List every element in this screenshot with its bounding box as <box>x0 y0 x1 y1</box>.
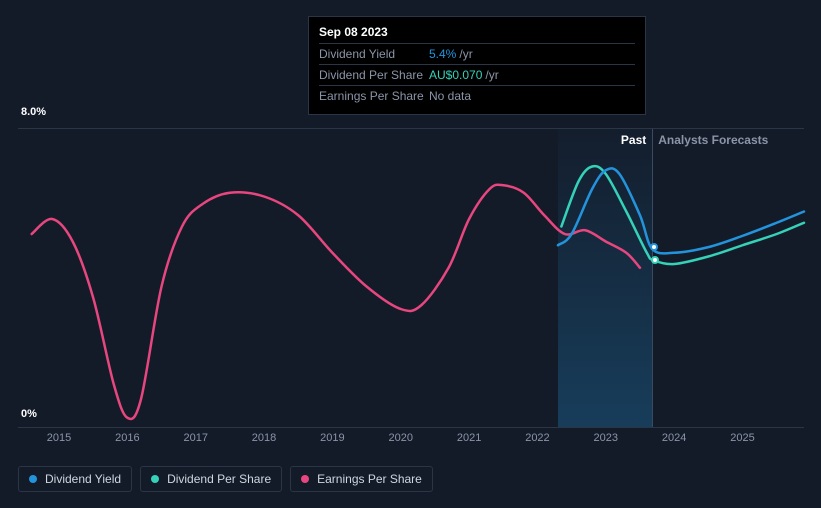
forecast-label: Analysts Forecasts <box>658 133 768 147</box>
legend-label: Dividend Yield <box>45 472 121 486</box>
x-tick: 2023 <box>594 432 618 444</box>
tooltip-metric-value: AU$0.070 <box>429 68 482 82</box>
tooltip-row: Earnings Per Share No data <box>319 85 635 106</box>
x-tick: 2019 <box>320 432 344 444</box>
tooltip-metric-value: 5.4% <box>429 47 456 61</box>
y-axis-min: 0% <box>21 408 37 420</box>
legend-dot <box>29 475 37 483</box>
x-axis: 2015 2016 2017 2018 2019 2020 2021 2022 2023 2024… <box>18 432 804 448</box>
x-tick: 2025 <box>730 432 754 444</box>
x-tick: 2020 <box>388 432 412 444</box>
x-tick: 2017 <box>183 432 207 444</box>
past-label: Past <box>621 133 646 147</box>
legend: Dividend Yield Dividend Per Share Earnin… <box>18 466 433 492</box>
tooltip-metric-value: No data <box>429 89 471 103</box>
tooltip-metric-unit: /yr <box>459 47 472 61</box>
tooltip-metric-label: Earnings Per Share <box>319 89 429 103</box>
x-tick: 2018 <box>252 432 276 444</box>
chart-area[interactable]: 8.0% Past Analysts Forecasts 0% <box>18 108 804 428</box>
plot-area[interactable]: Past Analysts Forecasts <box>18 128 804 428</box>
tooltip-row: Dividend Per Share AU$0.070 /yr <box>319 64 635 85</box>
legend-dot <box>151 475 159 483</box>
legend-label: Dividend Per Share <box>167 472 271 486</box>
legend-dot <box>301 475 309 483</box>
x-tick: 2022 <box>525 432 549 444</box>
y-axis-max: 8.0% <box>21 106 46 118</box>
x-tick: 2024 <box>662 432 686 444</box>
tooltip-date: Sep 08 2023 <box>319 25 635 43</box>
legend-item[interactable]: Dividend Per Share <box>140 466 282 492</box>
x-tick: 2016 <box>115 432 139 444</box>
tooltip-metric-label: Dividend Per Share <box>319 68 429 82</box>
tooltip-metric-label: Dividend Yield <box>319 47 429 61</box>
legend-label: Earnings Per Share <box>317 472 422 486</box>
x-tick: 2021 <box>457 432 481 444</box>
tooltip-metric-unit: /yr <box>485 68 498 82</box>
tooltip: Sep 08 2023 Dividend Yield 5.4% /yrDivid… <box>308 16 646 115</box>
legend-item[interactable]: Earnings Per Share <box>290 466 433 492</box>
data-marker <box>651 256 659 264</box>
legend-item[interactable]: Dividend Yield <box>18 466 132 492</box>
data-marker <box>650 243 658 251</box>
tooltip-row: Dividend Yield 5.4% /yr <box>319 43 635 64</box>
x-tick: 2015 <box>47 432 71 444</box>
series-line <box>32 185 640 419</box>
chart-svg <box>18 129 804 429</box>
series-line <box>558 168 804 253</box>
